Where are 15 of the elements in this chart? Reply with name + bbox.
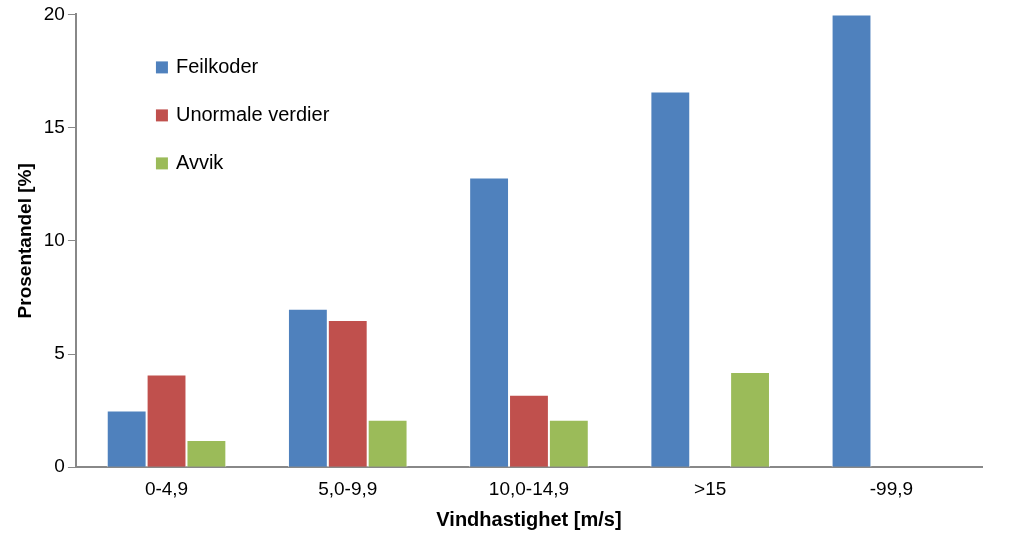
x-tick-label: >15 [694, 477, 727, 499]
x-axis-title: Vindhastighet [m/s] [436, 507, 622, 530]
y-tick-label: 20 [43, 2, 65, 24]
x-tick-label: -99,9 [869, 477, 914, 499]
y-tick-label: 10 [43, 229, 65, 251]
x-tick-label: 0-4,9 [144, 477, 189, 499]
y-tick-label: 5 [54, 342, 65, 364]
legend-label: Avvik [175, 150, 225, 173]
x-tick-label: 10,0-14,9 [488, 477, 570, 499]
y-tick-label: 0 [54, 455, 65, 477]
legend-label: Feilkoder [175, 54, 259, 77]
legend-label: Unormale verdier [175, 102, 330, 125]
y-tick-label: 15 [43, 115, 65, 137]
y-axis-title: Prosentandel [%] [13, 163, 35, 319]
x-tick-label: 5,0-9,9 [318, 477, 378, 499]
